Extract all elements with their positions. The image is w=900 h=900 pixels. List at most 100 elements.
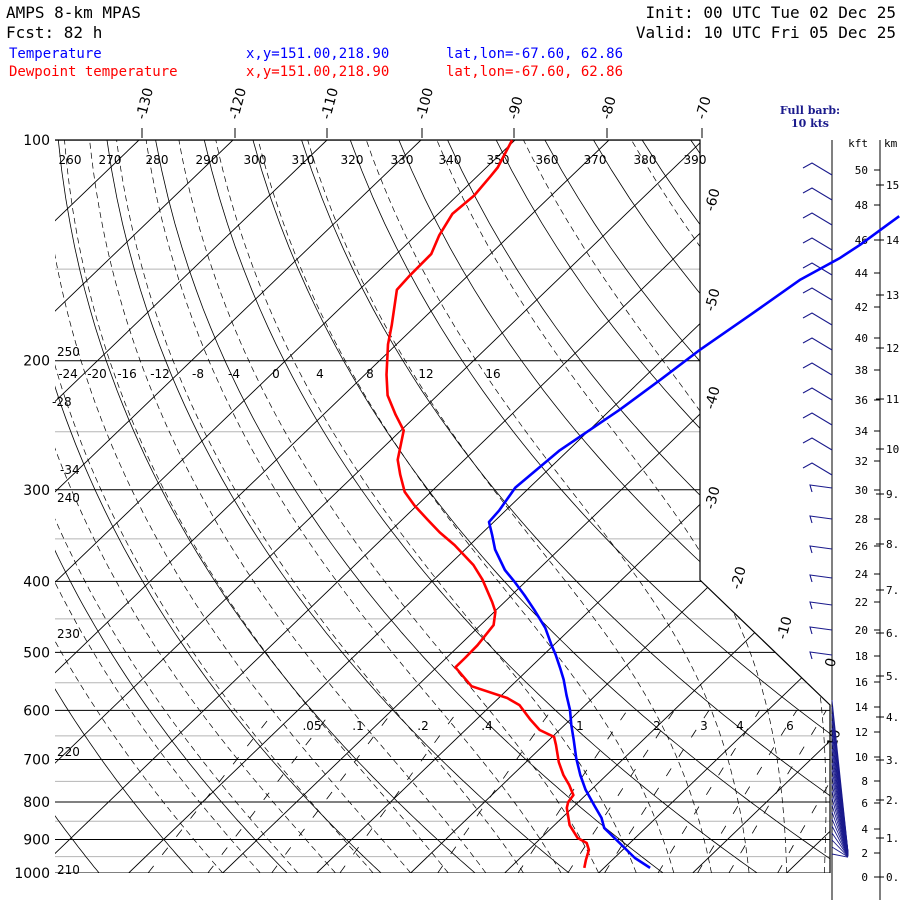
wind-barb [802,187,833,201]
barb-key-line1: Full barb: [780,104,840,117]
dry-adiabat [447,140,830,873]
dry-adiabat-label: 250 [57,345,80,359]
pressure-tick-label: 200 [23,354,50,370]
kft-label: 34 [855,425,869,438]
km-label: 15. [886,179,900,192]
isotherm [55,140,234,873]
isotherm-label: -10 [774,615,795,641]
legend-dewpoint: Dewpoint temperature x,y=151.00,218.90 l… [9,64,623,80]
kft-label: 2 [861,847,868,860]
wind-barb [809,601,833,610]
moist-adiabat-label: -8 [192,367,204,381]
kft-label: 12 [855,726,868,739]
wind-barb [831,839,849,857]
valid-time: Valid: 10 UTC Fri 05 Dec 25 [636,23,896,42]
moist-adiabat-label: -28 [52,395,72,409]
dry-adiabat [301,140,830,873]
isotherm-label: -40 [702,385,723,411]
mixing-ratio-line [517,710,628,873]
km-label: 14. [886,234,900,247]
isotherm [692,140,830,873]
dry-adiabat [544,140,830,873]
dry-adiabat [252,140,830,873]
dry-adiabat-label: 300 [244,153,267,167]
moist-adiabat-label: -12 [150,367,170,381]
wind-barb [802,237,833,251]
dry-adiabat [203,140,758,873]
wind-barb [802,412,833,426]
legend-temperature-label: Temperature [9,46,102,62]
moist-adiabat [257,140,675,873]
dry-adiabat-label: 380 [634,153,657,167]
kft-label: 46 [855,234,868,247]
dry-adiabat-label: 290 [196,153,219,167]
kft-label: 40 [855,332,868,345]
mixing-ratio-label: 3 [700,719,708,733]
pressure-tick-label: 500 [23,645,50,661]
isotherm-label: -130 [133,86,157,121]
dry-adiabat [349,140,830,873]
wind-barb [802,287,833,301]
moist-adiabat-label: 8 [366,367,374,381]
dry-adiabat-label: 370 [584,153,607,167]
kft-label: 28 [855,513,868,526]
mixing-ratio-line [147,710,276,873]
isotherm [55,140,328,873]
km-label: 5. [886,670,899,683]
isotherm-label: -120 [226,86,250,121]
mixing-ratio-label: .05 [302,719,321,733]
mixing-ratio-label: 6 [786,719,794,733]
wind-barb [831,825,849,857]
dry-adiabat-label: 310 [292,153,315,167]
moist-adiabat [365,140,750,873]
dry-adiabat-label: 260 [59,153,82,167]
wind-barb [831,853,849,858]
dry-adiabat-label: 240 [57,491,80,505]
mixing-ratio-line [604,710,710,873]
dry-adiabat-label: 390 [684,153,707,167]
mixing-ratio-label: 2 [653,719,661,733]
wind-barb [809,484,833,493]
wind-barb [802,387,833,401]
wind-barb [809,574,833,583]
isotherm [55,140,516,873]
wind-barb [802,337,833,351]
wind-barb [809,545,833,554]
moist-adiabat [55,140,261,873]
temperature-profile [487,215,900,869]
kft-label: 36 [855,394,868,407]
legend-dewpoint-xy: x,y=151.00,218.90 [246,64,389,80]
moist-adiabat-label: 16 [485,367,500,381]
dry-adiabat-label: 340 [439,153,462,167]
dewpoint-profile [385,139,591,869]
moist-adiabat [145,140,562,873]
legend-dewpoint-label: Dewpoint temperature [9,64,178,80]
isotherm-label: -20 [728,565,749,591]
pressure-tick-label: 700 [23,752,50,768]
wind-barb [809,626,833,635]
dry-adiabat [155,140,664,873]
plot-frame [55,139,833,900]
kft-label: 22 [855,596,868,609]
mixing-ratio-line [339,710,459,873]
moist-adiabat [215,140,637,873]
km-label: 7. [886,584,899,597]
mixing-ratio-line [777,710,830,873]
moist-adiabat [89,140,487,873]
moist-adiabat-label: -4 [228,367,240,381]
moist-adiabat-label: -16 [117,367,137,381]
wind-barb [831,818,849,857]
mixing-ratio-line [437,710,552,873]
mixing-ratio-line [567,710,675,873]
pressure-tick-label: 100 [23,133,50,149]
mixing-ratio-label: .2 [417,719,428,733]
wind-barb [802,162,833,176]
moist-adiabat [55,140,336,873]
dry-adiabat-label: 270 [99,153,122,167]
pressure-tick-label: 800 [23,795,50,811]
moist-adiabat-label: -34 [60,463,80,477]
km-label: 10. [886,443,900,456]
km-label: 11. [886,393,900,406]
isotherm [55,140,704,873]
pressure-tick-label: 300 [23,483,50,499]
